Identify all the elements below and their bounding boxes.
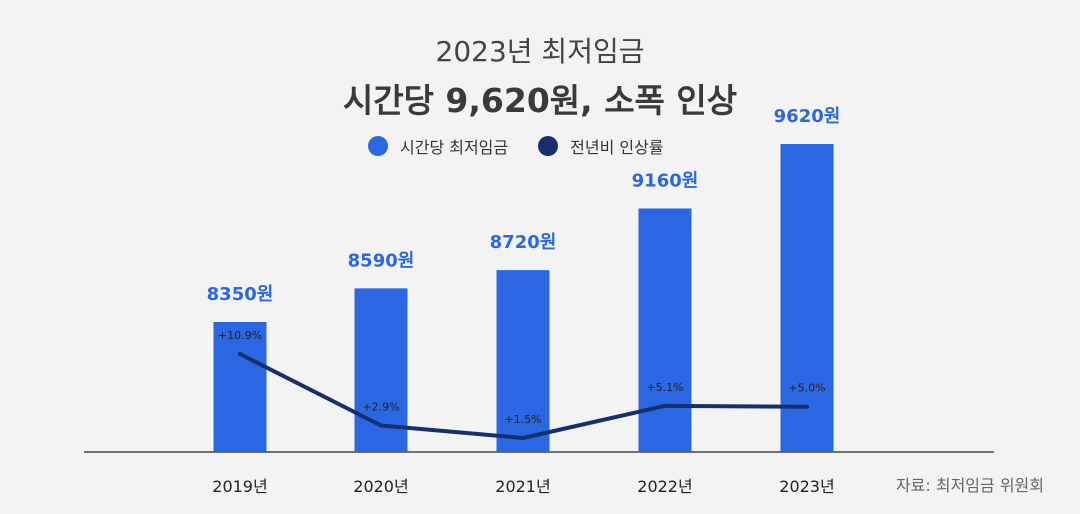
rate-point-1 bbox=[238, 352, 242, 356]
rate-point-5 bbox=[805, 404, 809, 409]
rate-point-4 bbox=[663, 403, 667, 408]
rate-point-3 bbox=[521, 436, 525, 440]
bar-1 bbox=[213, 322, 267, 452]
x-tick-label-2: 2020년 bbox=[353, 477, 408, 496]
legend: 시간당 최저임금 전년비 인상률 bbox=[368, 134, 694, 158]
bar-3 bbox=[496, 270, 550, 452]
rate-label-2: +2.9% bbox=[362, 400, 399, 413]
bar-5 bbox=[780, 144, 834, 452]
bar-value-label-4: 9160원 bbox=[632, 170, 699, 191]
legend-label-rate: 전년비 인상률 bbox=[570, 138, 664, 157]
rate-label-5: +5.0% bbox=[788, 382, 825, 395]
legend-label-wage: 시간당 최저임금 bbox=[400, 138, 509, 157]
rate-point-2 bbox=[379, 423, 383, 428]
rate-label-1: +10.9% bbox=[218, 329, 262, 342]
bar-value-label-2: 8590원 bbox=[348, 250, 415, 271]
source-note: 자료: 최저임금 위원회 bbox=[895, 476, 1044, 495]
x-tick-label-1: 2019년 bbox=[212, 477, 267, 496]
x-tick-label-4: 2022년 bbox=[637, 477, 692, 496]
chart-title: 2023년 최저임금 bbox=[435, 35, 645, 68]
legend-swatch-bar bbox=[368, 136, 388, 156]
rate-label-3: +1.5% bbox=[504, 413, 541, 426]
x-tick-label-5: 2023년 bbox=[779, 477, 834, 496]
x-tick-label-3: 2021년 bbox=[495, 477, 550, 496]
legend-item-rate: 전년비 인상률 bbox=[538, 134, 664, 158]
bar-value-label-1: 8350원 bbox=[207, 284, 274, 305]
legend-item-wage: 시간당 최저임금 bbox=[368, 134, 508, 158]
bar-4 bbox=[638, 208, 692, 452]
bar-value-label-5: 9620원 bbox=[774, 106, 841, 127]
bar-value-label-3: 8720원 bbox=[490, 232, 557, 253]
chart-subtitle: 시간당 9,620원, 소폭 인상 bbox=[342, 81, 738, 120]
rate-label-4: +5.1% bbox=[646, 381, 683, 394]
legend-swatch-line bbox=[538, 136, 559, 156]
